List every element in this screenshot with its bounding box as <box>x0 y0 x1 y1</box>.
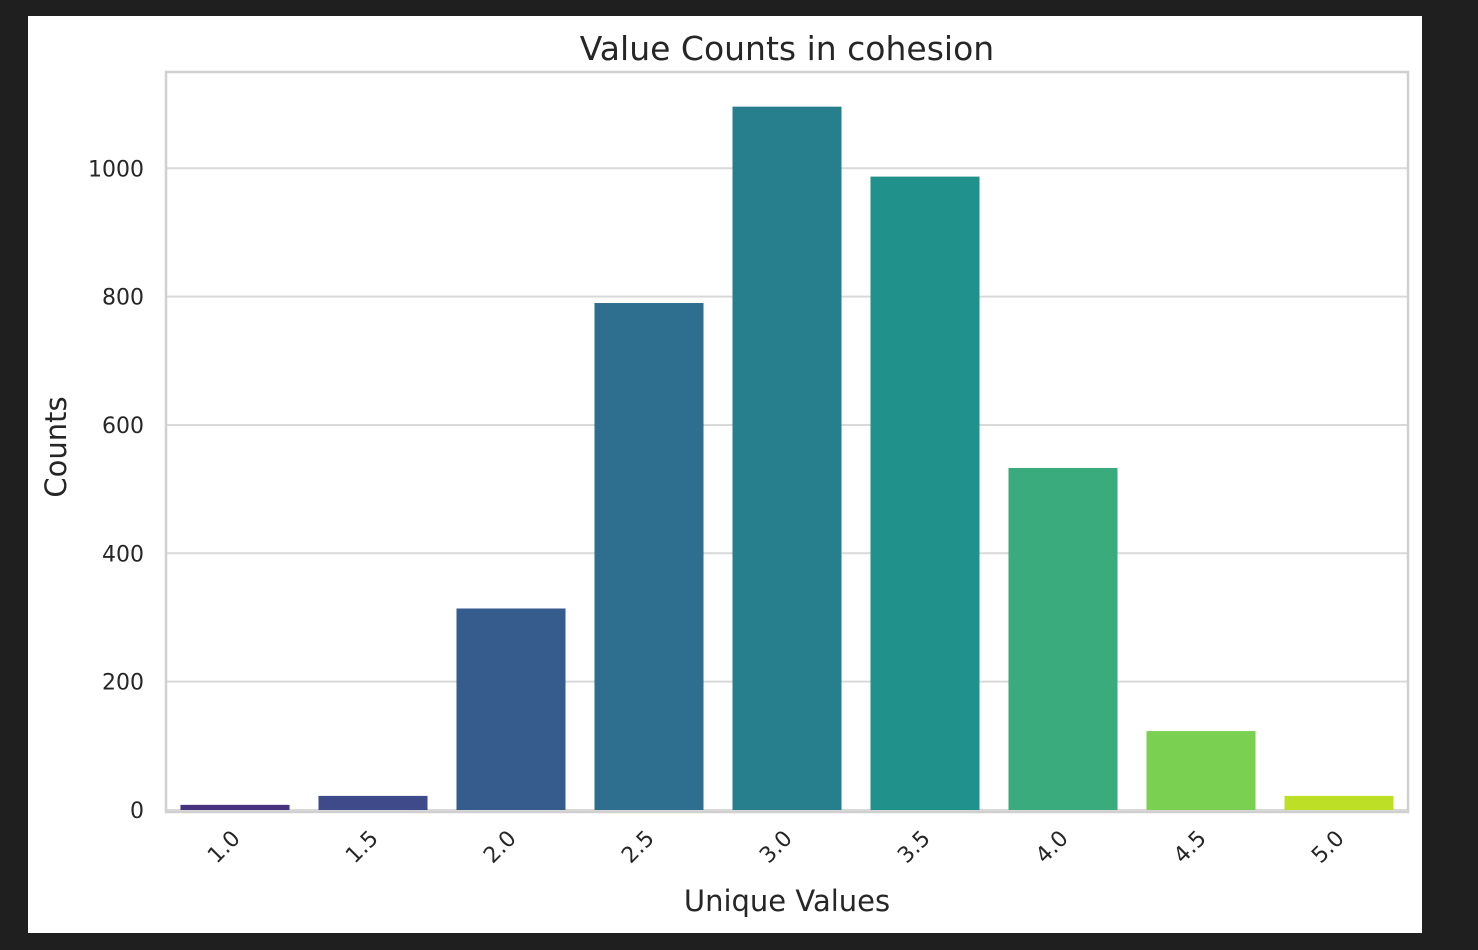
bar-3.0 <box>732 106 842 810</box>
x-tick-label: 4.5 <box>1169 826 1211 868</box>
y-tick-label: 0 <box>130 799 144 824</box>
bar-3.5 <box>870 176 980 810</box>
y-tick-label: 800 <box>102 286 144 311</box>
x-tick-label: 1.0 <box>203 826 245 868</box>
bars <box>180 106 1394 810</box>
chart-title: Value Counts in cohesion <box>580 29 994 68</box>
x-tick-label: 5.0 <box>1307 826 1349 868</box>
bar-4.0 <box>1008 467 1118 810</box>
bar-5.0 <box>1284 795 1394 810</box>
x-tick-label: 1.5 <box>341 826 383 868</box>
x-tick-label: 2.0 <box>479 826 521 868</box>
x-tick-label: 3.0 <box>755 826 797 868</box>
x-tick-label: 3.5 <box>893 826 935 868</box>
y-tick-label: 400 <box>102 542 144 567</box>
y-axis-title: Counts <box>39 396 73 497</box>
x-axis-title: Unique Values <box>684 884 890 918</box>
x-tick-label: 2.5 <box>617 826 659 868</box>
bar-chart: Value Counts in cohesion 0 200 400 600 800 10… <box>39 29 1410 918</box>
bar-1.5 <box>318 795 428 810</box>
x-tick-label: 4.0 <box>1031 826 1073 868</box>
bar-2.0 <box>456 608 566 810</box>
y-tick-labels: 0 200 400 600 800 1000 <box>88 157 144 824</box>
bar-4.5 <box>1146 731 1256 810</box>
x-tick-labels: 1.0 1.5 2.0 2.5 3.0 3.5 4.0 4.5 5.0 <box>203 826 1349 868</box>
bar-2.5 <box>594 303 704 810</box>
y-tick-label: 600 <box>102 414 144 439</box>
y-tick-label: 200 <box>102 671 144 696</box>
y-tick-label: 1000 <box>88 157 144 182</box>
bar-1.0 <box>180 804 290 810</box>
plot-frame <box>164 70 1410 814</box>
chart-figure: Value Counts in cohesion 0 200 400 600 800 10… <box>28 16 1422 933</box>
